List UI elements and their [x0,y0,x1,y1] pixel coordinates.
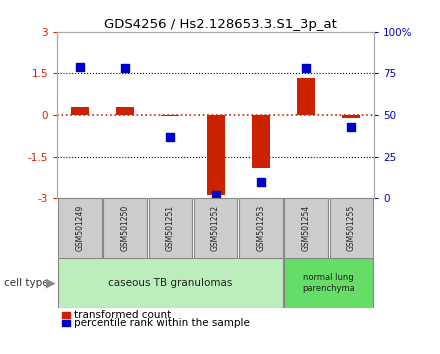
Bar [71,107,89,115]
FancyBboxPatch shape [239,198,282,258]
FancyBboxPatch shape [330,198,373,258]
Point [121,65,128,71]
Text: GSM501252: GSM501252 [211,205,220,251]
Bar [252,115,270,168]
Point [348,124,355,130]
FancyBboxPatch shape [58,198,102,258]
FancyBboxPatch shape [103,198,147,258]
Bar [206,115,225,195]
Text: cell type: cell type [4,278,49,288]
Point [257,179,264,184]
FancyBboxPatch shape [284,198,328,258]
FancyBboxPatch shape [58,258,282,308]
Text: percentile rank within the sample: percentile rank within the sample [74,318,250,328]
Bar [161,115,180,116]
Text: ▶: ▶ [46,277,56,290]
Point [303,65,310,71]
Point [76,64,83,70]
Text: GSM501254: GSM501254 [301,205,311,251]
Text: GSM501253: GSM501253 [257,205,265,251]
Text: normal lung
parenchyma: normal lung parenchyma [302,274,355,293]
Text: caseous TB granulomas: caseous TB granulomas [108,278,232,288]
Bar [342,115,360,118]
Text: transformed count: transformed count [74,310,171,320]
Point [212,192,219,198]
Text: GSM501250: GSM501250 [121,205,130,251]
Bar [297,78,315,115]
FancyBboxPatch shape [149,198,192,258]
FancyBboxPatch shape [284,258,373,308]
Text: GDS4256 / Hs2.128653.3.S1_3p_at: GDS4256 / Hs2.128653.3.S1_3p_at [103,18,337,31]
Point [167,134,174,139]
Bar [116,107,134,115]
FancyBboxPatch shape [194,198,237,258]
Text: GSM501251: GSM501251 [166,205,175,251]
Text: GSM501249: GSM501249 [75,205,84,251]
Text: GSM501255: GSM501255 [347,205,356,251]
